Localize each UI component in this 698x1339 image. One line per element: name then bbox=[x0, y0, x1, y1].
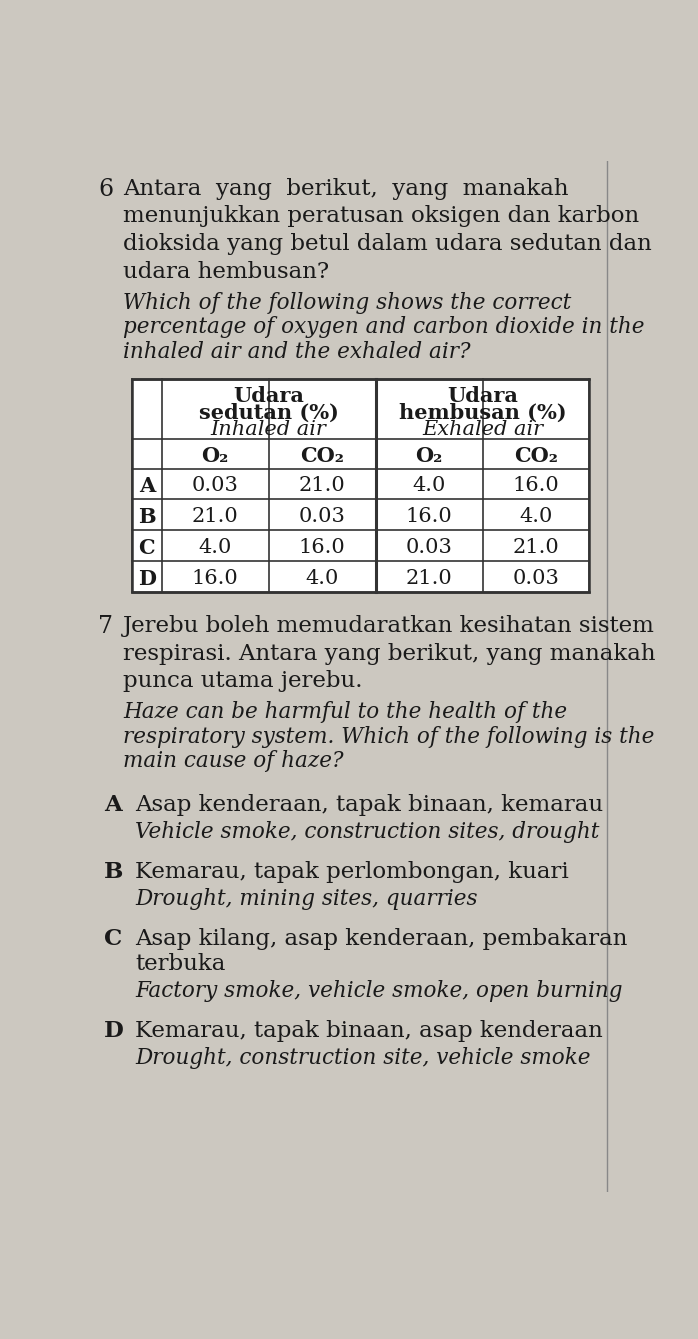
Text: 4.0: 4.0 bbox=[306, 569, 339, 588]
Text: 16.0: 16.0 bbox=[299, 538, 346, 557]
Text: 21.0: 21.0 bbox=[299, 477, 346, 495]
Text: CO₂: CO₂ bbox=[300, 446, 344, 466]
Text: terbuka: terbuka bbox=[135, 953, 225, 975]
Text: 0.03: 0.03 bbox=[299, 507, 346, 526]
Text: respiratory system. Which of the following is the: respiratory system. Which of the followi… bbox=[123, 726, 654, 749]
Text: Inhaled air: Inhaled air bbox=[211, 420, 327, 439]
Text: 4.0: 4.0 bbox=[198, 538, 232, 557]
Bar bbox=[132, 379, 589, 592]
Text: 16.0: 16.0 bbox=[192, 569, 239, 588]
Text: Kemarau, tapak binaan, asap kenderaan: Kemarau, tapak binaan, asap kenderaan bbox=[135, 1020, 603, 1042]
Text: B: B bbox=[104, 861, 124, 882]
Text: C: C bbox=[139, 538, 155, 558]
Text: inhaled air and the exhaled air?: inhaled air and the exhaled air? bbox=[123, 341, 470, 363]
Text: Udara: Udara bbox=[233, 386, 304, 406]
Text: O₂: O₂ bbox=[415, 446, 443, 466]
Text: 21.0: 21.0 bbox=[406, 569, 452, 588]
Text: 7: 7 bbox=[98, 615, 113, 637]
Text: A: A bbox=[104, 794, 122, 815]
Text: D: D bbox=[138, 569, 156, 589]
Text: A: A bbox=[139, 477, 155, 497]
Text: percentage of oxygen and carbon dioxide in the: percentage of oxygen and carbon dioxide … bbox=[123, 316, 644, 339]
Text: Asap kenderaan, tapak binaan, kemarau: Asap kenderaan, tapak binaan, kemarau bbox=[135, 794, 604, 815]
Text: 16.0: 16.0 bbox=[406, 507, 452, 526]
Text: O₂: O₂ bbox=[202, 446, 229, 466]
Text: menunjukkan peratusan oksigen dan karbon: menunjukkan peratusan oksigen dan karbon bbox=[123, 205, 639, 228]
Text: respirasi. Antara yang berikut, yang manakah: respirasi. Antara yang berikut, yang man… bbox=[123, 643, 655, 664]
Text: B: B bbox=[138, 507, 156, 528]
Text: Exhaled air: Exhaled air bbox=[422, 420, 543, 439]
Text: CO₂: CO₂ bbox=[514, 446, 558, 466]
Text: C: C bbox=[104, 928, 123, 949]
Text: 0.03: 0.03 bbox=[512, 569, 559, 588]
Text: main cause of haze?: main cause of haze? bbox=[123, 750, 343, 773]
Text: 4.0: 4.0 bbox=[519, 507, 553, 526]
Text: udara hembusan?: udara hembusan? bbox=[123, 261, 329, 283]
Text: sedutan (%): sedutan (%) bbox=[199, 403, 339, 423]
Text: Kemarau, tapak perlombongan, kuari: Kemarau, tapak perlombongan, kuari bbox=[135, 861, 569, 882]
Text: Vehicle smoke, construction sites, drought: Vehicle smoke, construction sites, droug… bbox=[135, 821, 600, 842]
Text: Factory smoke, vehicle smoke, open burning: Factory smoke, vehicle smoke, open burni… bbox=[135, 980, 623, 1002]
Text: punca utama jerebu.: punca utama jerebu. bbox=[123, 671, 362, 692]
Text: Udara: Udara bbox=[447, 386, 518, 406]
Text: Asap kilang, asap kenderaan, pembakaran: Asap kilang, asap kenderaan, pembakaran bbox=[135, 928, 628, 949]
Bar bbox=[132, 379, 589, 592]
Text: dioksida yang betul dalam udara sedutan dan: dioksida yang betul dalam udara sedutan … bbox=[123, 233, 652, 254]
Text: Antara  yang  berikut,  yang  manakah: Antara yang berikut, yang manakah bbox=[123, 178, 568, 200]
Text: 0.03: 0.03 bbox=[406, 538, 452, 557]
Text: hembusan (%): hembusan (%) bbox=[399, 403, 566, 423]
Text: Drought, construction site, vehicle smoke: Drought, construction site, vehicle smok… bbox=[135, 1047, 591, 1069]
Text: 0.03: 0.03 bbox=[192, 477, 239, 495]
Text: 21.0: 21.0 bbox=[192, 507, 239, 526]
Text: Drought, mining sites, quarries: Drought, mining sites, quarries bbox=[135, 888, 478, 909]
Text: 21.0: 21.0 bbox=[512, 538, 559, 557]
Text: Haze can be harmful to the health of the: Haze can be harmful to the health of the bbox=[123, 702, 567, 723]
Text: Which of the following shows the correct: Which of the following shows the correct bbox=[123, 292, 571, 313]
Text: 6: 6 bbox=[98, 178, 113, 201]
Text: D: D bbox=[104, 1020, 124, 1042]
Text: 16.0: 16.0 bbox=[512, 477, 559, 495]
Text: 4.0: 4.0 bbox=[413, 477, 446, 495]
Text: Jerebu boleh memudaratkan kesihatan sistem: Jerebu boleh memudaratkan kesihatan sist… bbox=[123, 615, 655, 637]
